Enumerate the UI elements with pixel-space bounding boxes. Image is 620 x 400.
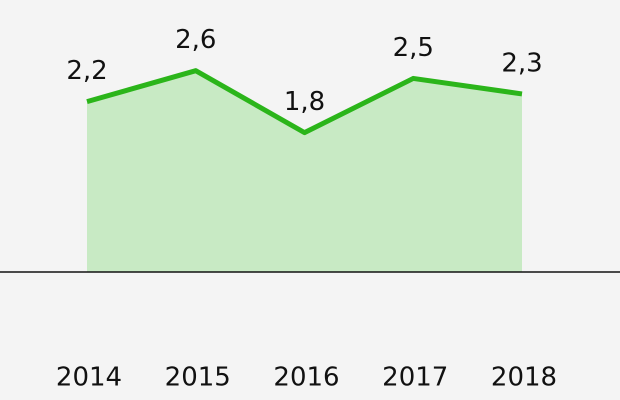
data-label: 2,6: [175, 25, 216, 55]
x-tick-label: 2018: [491, 363, 557, 393]
x-tick-label: 2017: [382, 363, 448, 393]
data-label: 2,5: [393, 33, 434, 63]
data-label: 1,8: [284, 87, 325, 117]
x-tick-label: 2015: [165, 363, 231, 393]
area-fill: [87, 70, 522, 272]
line: [86, 68, 523, 136]
data-label: 2,2: [66, 56, 107, 86]
data-label: 2,3: [501, 48, 542, 78]
x-tick-label: 2014: [56, 363, 122, 393]
x-tick-label: 2016: [273, 363, 339, 393]
